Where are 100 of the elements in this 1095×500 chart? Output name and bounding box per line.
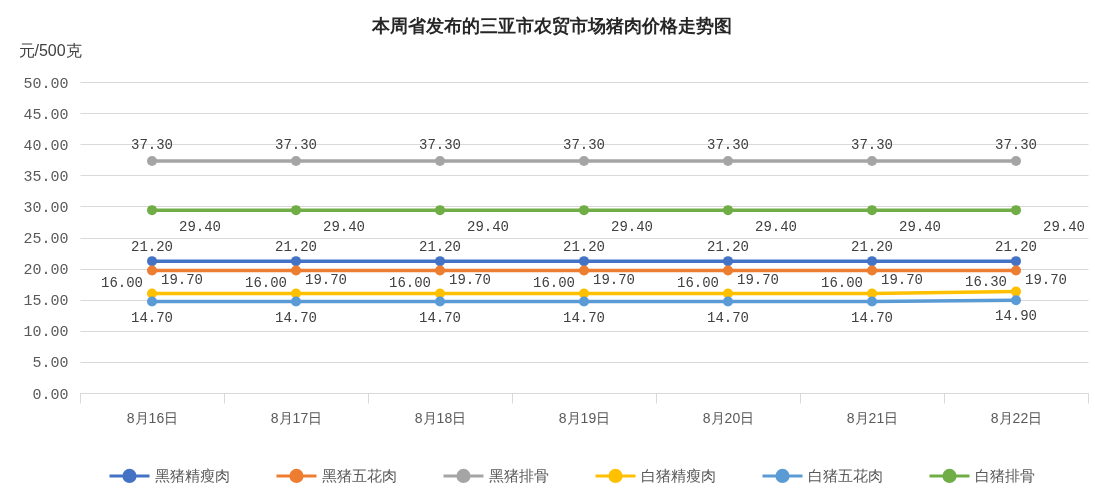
point — [867, 288, 877, 299]
point — [291, 156, 301, 166]
point — [867, 296, 877, 307]
data-label: 16.30 — [964, 273, 1008, 290]
data-label: 29.40 — [898, 219, 942, 236]
data-label: 16.00 — [388, 275, 432, 292]
point — [867, 205, 877, 216]
y-tick-label: 15.00 — [23, 293, 69, 311]
data-label: 19.70 — [1024, 272, 1068, 289]
data-label: 14.70 — [418, 309, 462, 326]
data-label: 19.70 — [448, 272, 492, 289]
x-tick-label: 8月20日 — [702, 409, 755, 426]
point — [723, 205, 733, 216]
point — [291, 296, 301, 307]
point — [1011, 295, 1021, 306]
data-label: 29.40 — [466, 219, 510, 236]
point — [579, 205, 589, 216]
data-label: 21.20 — [418, 239, 462, 256]
data-label: 37.30 — [562, 136, 606, 153]
point — [867, 156, 877, 166]
data-label: 29.40 — [1042, 219, 1086, 236]
data-label: 37.30 — [274, 136, 318, 153]
y-tick-label: 20.00 — [23, 262, 69, 280]
data-label: 21.20 — [130, 239, 174, 256]
x-tick-label: 8月19日 — [558, 409, 611, 426]
y-tick-label: 35.00 — [23, 168, 69, 186]
data-label: 21.20 — [274, 239, 318, 256]
point — [1011, 256, 1021, 267]
data-label: 19.70 — [160, 272, 204, 289]
data-label: 37.30 — [418, 136, 462, 153]
x-tick-label: 8月17日 — [270, 409, 323, 426]
y-tick-label: 50.00 — [23, 75, 69, 93]
data-label: 21.20 — [706, 239, 750, 256]
data-label: 16.00 — [100, 275, 144, 292]
point — [147, 288, 157, 299]
data-label: 16.00 — [820, 275, 864, 292]
point — [723, 288, 733, 299]
point — [723, 296, 733, 307]
data-label: 19.70 — [736, 272, 780, 289]
data-label: 19.70 — [880, 272, 924, 289]
point — [1011, 205, 1021, 216]
y-tick-label: 45.00 — [23, 106, 69, 124]
point — [579, 156, 589, 166]
point — [147, 156, 157, 166]
point — [291, 205, 301, 216]
data-label: 29.40 — [178, 219, 222, 236]
data-label: 14.70 — [706, 309, 750, 326]
point — [435, 156, 445, 166]
point — [1011, 265, 1021, 276]
point — [723, 256, 733, 267]
point — [147, 205, 157, 216]
legend-label: 黑猪精瘦肉 — [155, 466, 230, 484]
point — [435, 256, 445, 267]
legend-label: 白猪精瘦肉 — [641, 466, 716, 484]
point — [579, 296, 589, 307]
y-axis-title: 元/500克 — [18, 41, 82, 59]
y-tick-label: 5.00 — [32, 355, 69, 373]
data-label: 16.00 — [676, 275, 720, 292]
point — [867, 265, 877, 276]
point — [1011, 156, 1021, 166]
point — [147, 256, 157, 267]
point — [579, 265, 589, 276]
data-label: 37.30 — [130, 136, 174, 153]
data-label: 21.20 — [850, 239, 894, 256]
point — [579, 256, 589, 267]
data-label: 29.40 — [322, 219, 366, 236]
x-tick-label: 8月18日 — [414, 409, 467, 426]
y-tick-label: 40.00 — [23, 137, 69, 155]
data-label: 37.30 — [994, 136, 1038, 153]
x-tick-label: 8月22日 — [990, 409, 1043, 426]
point — [723, 156, 733, 166]
point — [435, 265, 445, 276]
data-label: 16.00 — [532, 275, 576, 292]
point — [435, 296, 445, 307]
x-tick-label: 8月16日 — [126, 409, 179, 426]
point — [147, 296, 157, 307]
point — [147, 265, 157, 276]
x-tick-label: 8月21日 — [846, 409, 899, 426]
data-label: 14.70 — [562, 309, 606, 326]
data-label: 29.40 — [610, 219, 654, 236]
y-tick-label: 10.00 — [23, 324, 69, 342]
data-label: 29.40 — [754, 219, 798, 236]
data-label: 14.70 — [850, 309, 894, 326]
data-label: 37.30 — [706, 136, 750, 153]
point — [291, 265, 301, 276]
chart-title: 本周省发布的三亚市农贸市场猪肉价格走势图 — [371, 16, 732, 36]
legend-label: 黑猪五花肉 — [322, 466, 397, 484]
legend-label: 白猪五花肉 — [808, 466, 883, 484]
point — [435, 205, 445, 216]
legend-label: 黑猪排骨 — [489, 466, 549, 484]
data-label: 21.20 — [562, 239, 606, 256]
data-label: 14.70 — [130, 309, 174, 326]
point — [291, 288, 301, 299]
legend-label: 白猪排骨 — [975, 466, 1035, 484]
data-label: 37.30 — [850, 136, 894, 153]
data-label: 14.70 — [274, 309, 318, 326]
y-tick-label: 25.00 — [23, 231, 69, 248]
data-label: 16.00 — [244, 275, 288, 292]
point — [723, 265, 733, 276]
point — [579, 288, 589, 299]
